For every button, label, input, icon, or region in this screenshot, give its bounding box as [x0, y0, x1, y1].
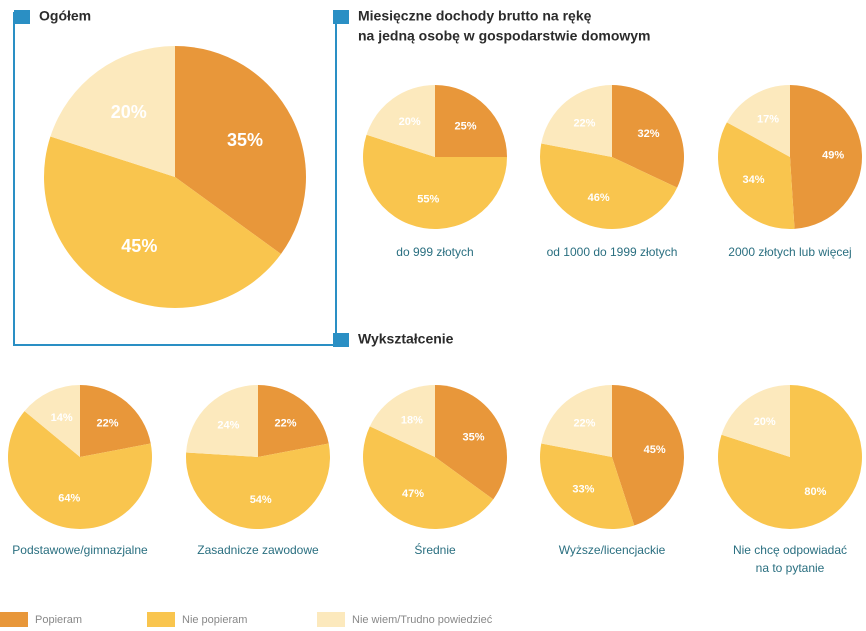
- slice-label: 54%: [250, 494, 272, 506]
- pie-slice: [258, 385, 329, 457]
- slice-label: 35%: [227, 130, 263, 150]
- slice-label: 80%: [804, 486, 826, 498]
- pie-label: od 1000 do 1999 złotych: [547, 245, 678, 259]
- slice-label: 22%: [573, 118, 595, 130]
- slice-label: 24%: [217, 419, 239, 431]
- pie-slice: [612, 385, 684, 526]
- slice-label: 34%: [743, 174, 765, 186]
- pie-slice: [369, 385, 435, 457]
- slice-label: 45%: [121, 236, 157, 256]
- pie-slice: [175, 46, 306, 254]
- pie-label: 2000 złotych lub więcej: [728, 245, 851, 259]
- pie-slice: [24, 385, 80, 457]
- section-marker: [333, 333, 349, 347]
- slice-label: 49%: [822, 150, 844, 162]
- pie-slice: [80, 385, 151, 457]
- pie-slice: [540, 443, 635, 529]
- pie-slice: [44, 136, 281, 308]
- pie-slice: [541, 385, 612, 457]
- pie-slice: [186, 385, 258, 457]
- slice-label: 20%: [111, 102, 147, 122]
- pie-label: na to pytanie: [756, 561, 825, 575]
- pie-slice: [726, 85, 790, 157]
- pie-slice: [721, 385, 790, 457]
- slice-label: 14%: [51, 412, 73, 424]
- pie-label: Nie chcę odpowiadać: [733, 543, 847, 557]
- slice-label: 25%: [455, 120, 477, 132]
- slice-label: 45%: [644, 444, 666, 456]
- section-title: na jedną osobę w gospodarstwie domowym: [358, 28, 651, 44]
- pie-slice: [50, 46, 175, 177]
- pie-slice: [185, 443, 330, 530]
- legend-label: Popieram: [35, 614, 82, 626]
- pie-slice: [435, 385, 507, 500]
- slice-label: 32%: [637, 128, 659, 140]
- pie-label: Wyższe/licencjackie: [559, 543, 666, 557]
- pie-slice: [366, 85, 435, 157]
- legend-swatch: [0, 612, 28, 627]
- pie-slice: [790, 85, 863, 229]
- slice-label: 35%: [462, 431, 484, 443]
- pie-slice: [435, 85, 507, 157]
- pie-slice: [540, 143, 678, 229]
- pie-slice: [541, 85, 612, 157]
- slice-label: 18%: [401, 414, 423, 426]
- pie-label: Podstawowe/gimnazjalne: [12, 543, 148, 557]
- slice-label: 20%: [399, 116, 421, 128]
- slice-label: 22%: [97, 418, 119, 430]
- section-title: Miesięczne dochody brutto na rękę: [358, 8, 592, 24]
- pie-slice: [362, 426, 494, 530]
- slice-label: 64%: [58, 493, 80, 505]
- slice-label: 20%: [754, 416, 776, 428]
- pie-label: Zasadnicze zawodowe: [197, 543, 319, 557]
- slice-label: 33%: [572, 483, 594, 495]
- section-title: Wykształcenie: [358, 331, 454, 347]
- pie-slice: [718, 122, 795, 229]
- slice-label: 17%: [757, 114, 779, 126]
- legend-label: Nie popieram: [182, 614, 247, 626]
- pie-label: do 999 złotych: [396, 245, 473, 259]
- slice-label: 22%: [573, 418, 595, 430]
- section-marker: [333, 10, 349, 24]
- slice-label: 46%: [588, 192, 610, 204]
- section-marker: [14, 10, 30, 24]
- legend-swatch: [147, 612, 175, 627]
- slice-label: 47%: [402, 488, 424, 500]
- pie-slice: [8, 411, 152, 529]
- section-frame: [13, 12, 337, 346]
- pie-slice: [362, 134, 507, 230]
- section-title: Ogółem: [39, 8, 91, 24]
- pie-label: Średnie: [414, 542, 456, 557]
- slice-label: 22%: [275, 418, 297, 430]
- slice-label: 55%: [417, 194, 439, 206]
- pie-slice: [612, 85, 684, 188]
- legend-swatch: [317, 612, 345, 627]
- legend-label: Nie wiem/Trudno powiedzieć: [352, 614, 493, 626]
